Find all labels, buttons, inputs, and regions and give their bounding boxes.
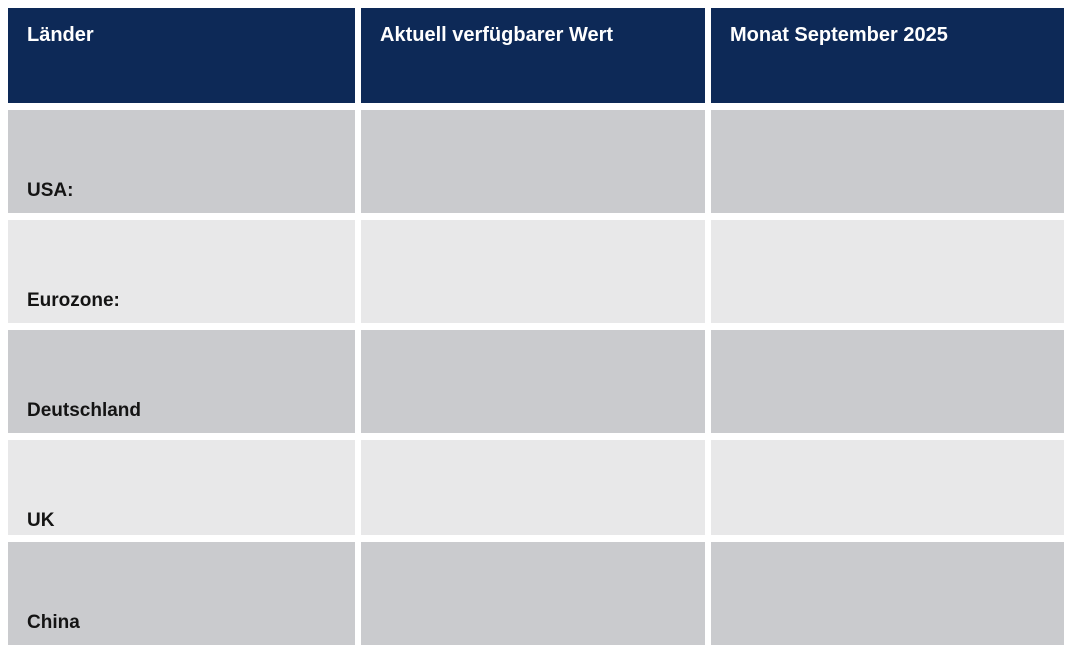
spacer — [730, 609, 1045, 636]
country-name: Eurozone: — [27, 290, 120, 311]
current-value-cell: 2,3% (November) -2,3% (November) — [361, 330, 705, 433]
country-cell: China Verbraucherpreise (J) Erzeugerprei… — [8, 542, 355, 645]
spacer — [380, 177, 686, 204]
country-name: Deutschland — [27, 400, 142, 421]
current-value-cell: 0,7% (November) -2,2% (November) — [361, 542, 705, 645]
header-cell-laender: Länder — [8, 8, 355, 103]
spacer — [380, 609, 686, 636]
table-row-deutschland: Deutschland Verbraucherpreise (J) Erzeug… — [8, 330, 1066, 433]
september-value-cell: 3,8% — [711, 440, 1064, 535]
spacer — [380, 287, 686, 314]
country-cell: Eurozone: Verbraucherpreise (J) Erzeuger… — [8, 220, 355, 323]
table-row-usa: USA: Verbraucherpreise (J) Erzeugerpreis… — [8, 110, 1066, 213]
current-value-cell: 2,1% (November) -0,5% (Oktober) — [361, 220, 705, 323]
spacer — [730, 397, 1045, 424]
header-cell-aktueller-wert: Aktuell verfügbarer Wert — [361, 8, 705, 103]
header-cell-monat-september: Monat September 2025 — [711, 8, 1064, 103]
country-cell: USA: Verbraucherpreise (J) Erzeugerpreis… — [8, 110, 355, 213]
spacer — [730, 177, 1045, 204]
country-cell: UK Verbraucherpreise (J) — [8, 440, 355, 535]
september-value-cell: -0,3% -2,3% — [711, 542, 1064, 645]
spacer — [730, 287, 1045, 314]
spacer — [380, 507, 686, 534]
table-header-row: Länder Aktuell verfügbarer Wert Monat Se… — [8, 8, 1066, 103]
country-name: China — [27, 612, 80, 633]
country-name: USA: — [27, 180, 74, 201]
spacer — [380, 397, 686, 424]
table-row-uk: UK Verbraucherpreise (J) 3,2% (November)… — [8, 440, 1066, 535]
spacer — [730, 507, 1045, 534]
september-value-cell: 2,4% -1,7% — [711, 330, 1064, 433]
current-value-cell: 3,2% (November) — [361, 440, 705, 535]
table-row-china: China Verbraucherpreise (J) Erzeugerprei… — [8, 542, 1066, 645]
table-row-eurozone: Eurozone: Verbraucherpreise (J) Erzeuger… — [8, 220, 1066, 323]
country-name: UK — [27, 510, 55, 531]
september-value-cell: 2,2% -0,2% — [711, 220, 1064, 323]
september-value-cell: 3,0% 2,7% — [711, 110, 1064, 213]
current-value-cell: 2,7% (November) 2,7% (September) — [361, 110, 705, 213]
country-cell: Deutschland Verbraucherpreise (J) Erzeug… — [8, 330, 355, 433]
